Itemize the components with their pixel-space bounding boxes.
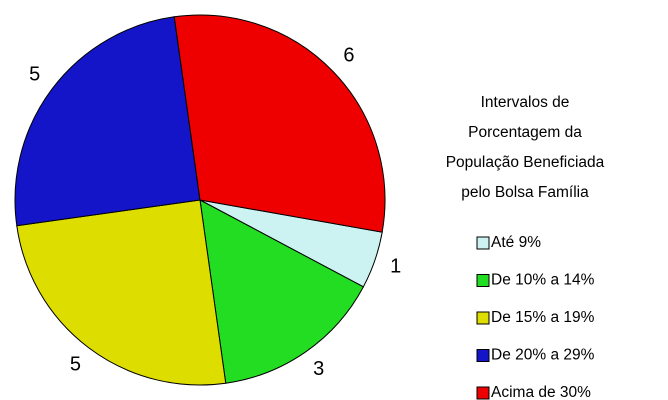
legend-label: De 10% a 14% bbox=[491, 272, 595, 289]
legend-label: Até 9% bbox=[491, 234, 541, 251]
pie-slice bbox=[199, 199, 365, 384]
legend-swatch bbox=[476, 349, 490, 362]
data-label: 6 bbox=[343, 44, 354, 66]
legend-swatch bbox=[476, 386, 490, 400]
legend-title: Intervalos de Porcentagem da População B… bbox=[445, 94, 605, 201]
data-label: 1 bbox=[390, 256, 401, 278]
data-label: 5 bbox=[70, 354, 81, 376]
legend-label: De 15% a 19% bbox=[491, 309, 595, 326]
pie-slice bbox=[16, 199, 227, 386]
pie-slice bbox=[14, 16, 201, 227]
legend-swatch bbox=[476, 236, 490, 250]
legend-swatch bbox=[476, 311, 490, 325]
data-label: 5 bbox=[29, 64, 40, 86]
legend-label: De 20% a 29% bbox=[491, 347, 595, 364]
legend-label: Acima de 30% bbox=[491, 384, 591, 400]
data-label: 3 bbox=[313, 358, 324, 380]
legend-swatch bbox=[476, 274, 490, 287]
pie-slice bbox=[173, 14, 386, 233]
